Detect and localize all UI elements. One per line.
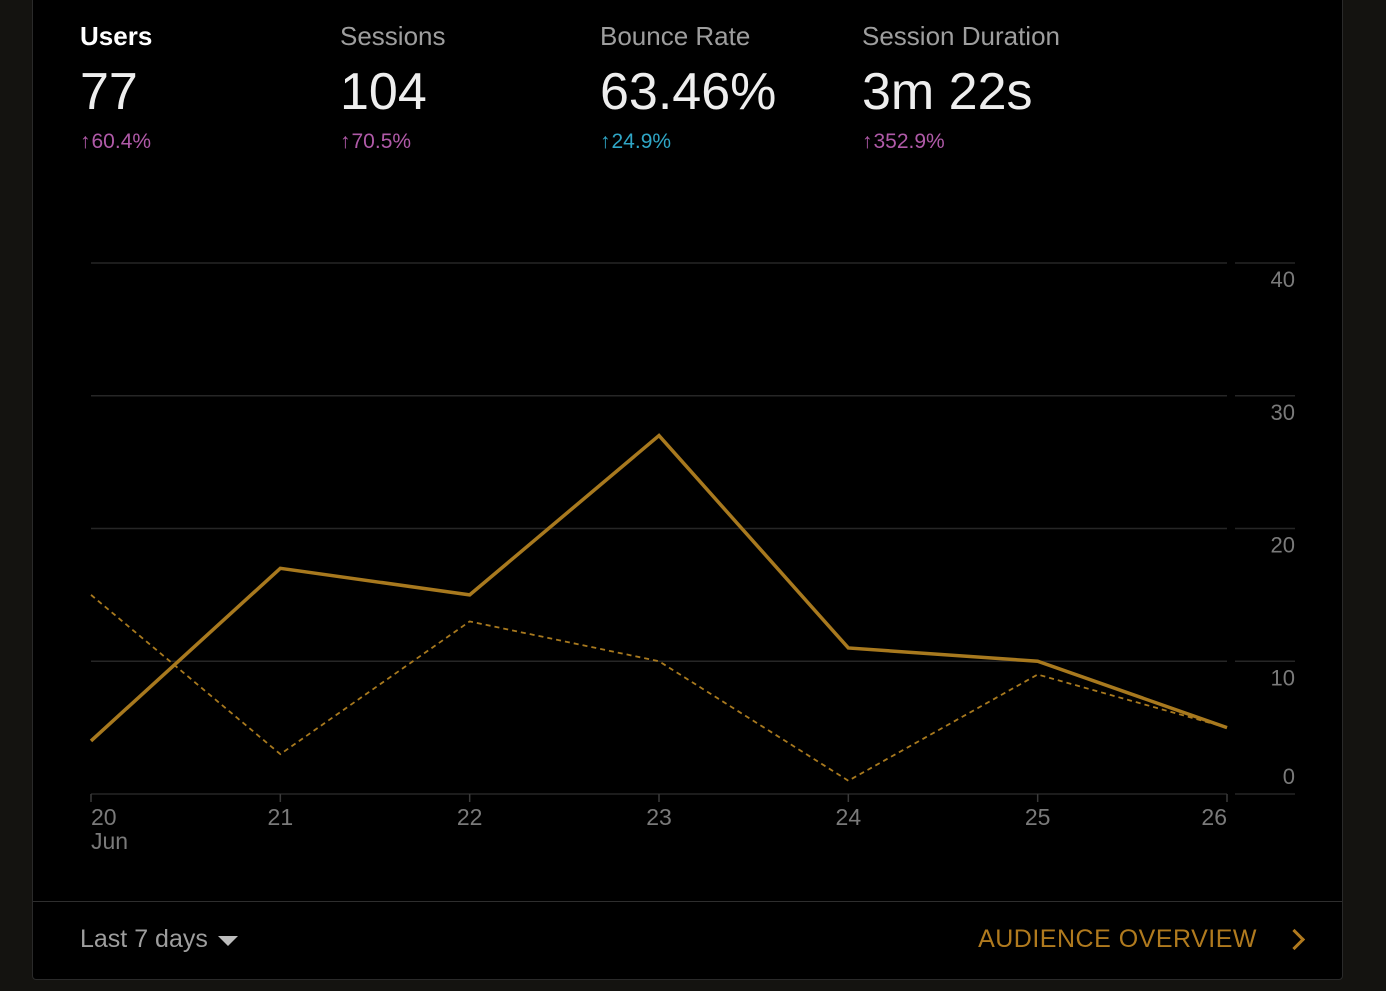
- metric-delta: ↑352.9%: [862, 130, 1060, 154]
- audience-overview-link[interactable]: AUDIENCE OVERVIEW: [978, 925, 1308, 954]
- metric-value: 63.46%: [600, 63, 777, 121]
- x-tick-label: 25: [1025, 804, 1051, 830]
- metric-delta-value: 70.5%: [351, 130, 412, 153]
- metric-value: 77: [80, 63, 138, 121]
- x-tick-label: 26: [1201, 804, 1227, 830]
- metric-delta: ↑60.4%: [80, 130, 152, 154]
- series-line-previous: [90, 594, 1228, 782]
- metric-delta-value: 352.9%: [873, 130, 945, 153]
- x-tick-label: 24: [836, 804, 862, 830]
- metric-users[interactable]: Users 77 ↑60.4%: [80, 21, 152, 154]
- metric-sessions[interactable]: Sessions 104 ↑70.5%: [340, 21, 446, 154]
- arrow-up-icon: ↑: [862, 130, 873, 153]
- metric-delta-value: 60.4%: [91, 130, 152, 153]
- metric-delta: ↑24.9%: [600, 130, 776, 154]
- metric-label: Session Duration: [862, 21, 1060, 51]
- y-tick-label: 20: [1271, 533, 1295, 558]
- date-range-dropdown[interactable]: Last 7 days: [80, 925, 238, 954]
- metric-label: Bounce Rate: [600, 21, 751, 51]
- x-tick-label: 20: [91, 804, 117, 830]
- y-tick-label: 30: [1271, 400, 1295, 425]
- x-tick-label: 22: [457, 804, 483, 830]
- chevron-right-icon: [1283, 928, 1306, 951]
- footer-divider: [33, 901, 1342, 902]
- analytics-card: Users 77 ↑60.4% Sessions 104 ↑70.5% Boun…: [32, 0, 1343, 980]
- arrow-up-icon: ↑: [600, 130, 611, 153]
- x-tick-sublabel: Jun: [91, 828, 128, 854]
- y-tick-label: 0: [1283, 764, 1295, 789]
- metric-value: 104: [340, 63, 427, 121]
- y-tick-label: 10: [1271, 665, 1295, 690]
- metric-value: 3m 22s: [862, 63, 1033, 121]
- date-range-label: Last 7 days: [80, 925, 208, 953]
- caret-down-icon: [217, 935, 238, 946]
- series-line-current: [89, 433, 1228, 743]
- metric-label: Users: [80, 21, 153, 51]
- metric-session-duration[interactable]: Session Duration 3m 22s ↑352.9%: [862, 21, 1060, 154]
- x-tick-label: 23: [646, 804, 672, 830]
- x-tick-label: 21: [268, 804, 294, 830]
- arrow-up-icon: ↑: [340, 130, 351, 153]
- metric-delta-value: 24.9%: [611, 130, 672, 153]
- metric-delta: ↑70.5%: [340, 130, 446, 154]
- metric-bounce-rate[interactable]: Bounce Rate 63.46% ↑24.9%: [600, 21, 776, 154]
- y-tick-label: 40: [1271, 267, 1295, 292]
- metric-label: Sessions: [340, 21, 446, 51]
- audience-overview-label: AUDIENCE OVERVIEW: [978, 925, 1257, 953]
- arrow-up-icon: ↑: [80, 130, 91, 153]
